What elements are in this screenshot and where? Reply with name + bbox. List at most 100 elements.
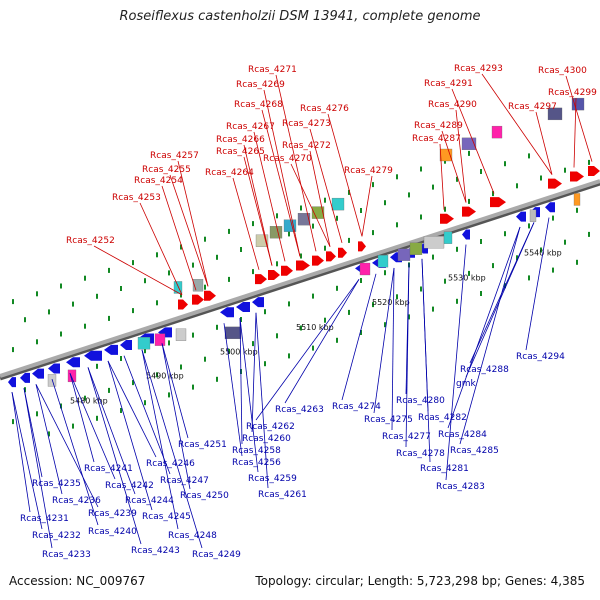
top-gene-label: Rcas_4253 [112,193,161,203]
forward-gene-arrow [255,274,267,285]
reverse-gene-arrow [545,202,555,213]
bottom-gene-leader [87,367,136,495]
track-tick [144,400,146,406]
bottom-gene-leader [255,312,269,489]
track-tick [216,324,218,330]
track-tick [528,275,530,281]
feature-block [269,226,283,239]
kbp-label: 5530 kbp [448,273,486,282]
reverse-gene-arrow [516,211,526,222]
forward-gene-arrow [548,178,562,189]
track-tick [348,189,350,195]
bottom-gene-leader [51,378,99,526]
track-tick [216,376,218,382]
top-gene-label: Rcas_4270 [263,154,312,164]
track-tick [204,356,206,362]
track-tick [180,364,182,370]
reverse-gene-arrow [48,363,60,374]
bottom-gene-leader [239,317,259,473]
top-gene-leader [177,160,209,287]
top-gene-label: Rcas_4264 [205,168,254,178]
bottom-gene-label: Rcas_4278 [396,449,445,459]
track-tick [372,182,374,188]
bottom-gene-label: Rcas_4274 [332,402,381,412]
top-gene-label: Rcas_4268 [234,100,283,110]
feature-block [397,248,411,261]
bottom-gene-leader [69,373,116,480]
feature-block [137,336,151,350]
track-tick [564,167,566,173]
track-tick [132,308,134,314]
track-tick [432,306,434,312]
track-tick [48,309,50,315]
track-tick [360,330,362,335]
bottom-gene-leader [11,392,31,513]
track-tick [384,200,386,206]
track-tick [96,293,98,299]
track-tick [576,207,578,213]
track-tick [108,387,110,393]
track-tick [12,419,14,425]
track-tick [48,431,50,437]
bottom-gene-label: Rcas_4251 [178,440,227,450]
track-tick [168,270,170,276]
feature-block [547,107,563,121]
track-tick [36,339,38,345]
bottom-gene-label: Rcas_4285 [450,446,499,456]
track-tick [84,323,86,329]
track-tick [120,356,122,361]
feature-block [529,209,537,222]
bottom-gene-leader [284,279,360,404]
top-gene-leader [275,74,317,252]
kbp-label: 5500 kbp [220,348,258,357]
top-gene-label: Rcas_4267 [226,122,275,132]
bottom-gene-label: Rcas_4232 [32,531,81,541]
track-tick [468,150,470,156]
track-tick [588,231,590,237]
forward-gene-arrow [588,165,600,176]
track-tick [24,317,26,323]
bottom-gene-leader [459,226,521,445]
track-tick [132,380,134,386]
bottom-gene-label: Rcas_4256 [232,458,281,468]
bottom-gene-label: Rcas_4288 [460,365,509,375]
forward-gene-arrow [338,247,347,258]
track-tick [516,183,518,189]
reverse-gene-arrow [84,350,102,361]
track-tick [168,340,170,346]
track-tick [228,348,230,354]
bottom-gene-leader [447,226,521,429]
kbp-label: 5490 kbp [146,372,184,381]
track-tick [264,361,266,367]
bottom-gene-leader [405,263,410,395]
top-gene-label: Rcas_4290 [428,100,477,110]
track-tick [288,301,290,307]
reverse-gene-arrow [20,372,30,383]
track-tick [132,260,134,266]
track-tick [384,270,386,276]
track-tick [408,314,410,320]
top-gene-label: Rcas_4297 [508,102,557,112]
feature-block [175,328,187,341]
forward-gene-arrow [312,255,324,266]
bottom-gene-label: Rcas_4282 [418,413,467,423]
track-tick [480,169,482,174]
top-gene-leader [451,88,495,194]
genome-axis [0,179,600,378]
feature-block [359,262,371,276]
track-tick [276,261,278,267]
kbp-label: 5520 kbp [372,298,410,307]
track-tick [96,363,98,369]
top-gene-leader [439,143,445,210]
bottom-gene-label: Rcas_4250 [180,491,229,501]
track-tick [180,292,182,298]
track-tick [504,231,506,237]
bottom-gene-label: Rcas_4231 [20,514,69,524]
bottom-gene-label: Rcas_4294 [516,352,565,362]
reverse-gene-arrow [252,297,264,308]
track-tick [192,384,194,390]
bottom-gene-label: gmk [456,379,476,389]
feature-block [224,326,242,340]
